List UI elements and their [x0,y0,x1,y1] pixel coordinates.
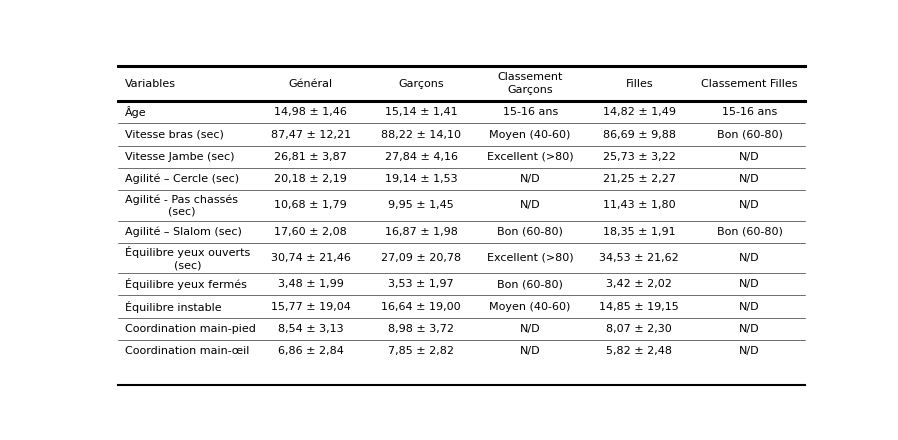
Text: Général: Général [289,79,333,89]
Text: 11,43 ± 1,80: 11,43 ± 1,80 [603,201,675,210]
Text: 15,14 ± 1,41: 15,14 ± 1,41 [384,107,457,117]
Text: 8,54 ± 3,13: 8,54 ± 3,13 [278,324,344,334]
Text: 86,69 ± 9,88: 86,69 ± 9,88 [603,129,676,139]
Text: N/D: N/D [739,253,760,263]
Text: 88,22 ± 14,10: 88,22 ± 14,10 [381,129,461,139]
Text: 3,53 ± 1,97: 3,53 ± 1,97 [388,279,453,289]
Text: N/D: N/D [739,324,760,334]
Text: Équilibre yeux fermés: Équilibre yeux fermés [125,278,247,290]
Text: Coordination main-œil: Coordination main-œil [125,346,249,356]
Text: N/D: N/D [739,279,760,289]
Text: Agilité – Slalom (sec): Agilité – Slalom (sec) [125,227,242,237]
Text: 27,84 ± 4,16: 27,84 ± 4,16 [384,152,458,162]
Text: N/D: N/D [739,301,760,312]
Text: Excellent (>80): Excellent (>80) [487,253,574,263]
Text: Garçons: Garçons [398,79,444,89]
Text: 14,98 ± 1,46: 14,98 ± 1,46 [274,107,348,117]
Text: 18,35 ± 1,91: 18,35 ± 1,91 [603,227,675,237]
Text: 25,73 ± 3,22: 25,73 ± 3,22 [603,152,676,162]
Text: 9,95 ± 1,45: 9,95 ± 1,45 [388,201,453,210]
Text: Filles: Filles [626,79,653,89]
Text: N/D: N/D [739,346,760,356]
Text: Vitesse Jambe (sec): Vitesse Jambe (sec) [125,152,234,162]
Text: 3,42 ± 2,02: 3,42 ± 2,02 [606,279,673,289]
Text: 8,98 ± 3,72: 8,98 ± 3,72 [388,324,454,334]
Text: 14,85 ± 19,15: 14,85 ± 19,15 [600,301,679,312]
Text: Moyen (40-60): Moyen (40-60) [489,129,571,139]
Text: 3,48 ± 1,99: 3,48 ± 1,99 [277,279,344,289]
Text: Classement Filles: Classement Filles [701,79,797,89]
Text: Moyen (40-60): Moyen (40-60) [489,301,571,312]
Text: 15-16 ans: 15-16 ans [722,107,777,117]
Text: Coordination main-pied: Coordination main-pied [125,324,256,334]
Text: Variables: Variables [125,79,176,89]
Text: 27,09 ± 20,78: 27,09 ± 20,78 [381,253,461,263]
Text: 15-16 ans: 15-16 ans [503,107,558,117]
Text: Bon (60-80): Bon (60-80) [497,279,563,289]
Text: N/D: N/D [739,201,760,210]
Text: Bon (60-80): Bon (60-80) [497,227,563,237]
Text: Agilité – Cercle (sec): Agilité – Cercle (sec) [125,174,239,184]
Text: 10,68 ± 1,79: 10,68 ± 1,79 [275,201,348,210]
Text: 30,74 ± 21,46: 30,74 ± 21,46 [271,253,351,263]
Text: Équilibre instable: Équilibre instable [125,301,222,312]
Text: N/D: N/D [520,174,541,184]
Text: N/D: N/D [520,346,541,356]
Text: Agilité - Pas chassés
(sec): Agilité - Pas chassés (sec) [125,194,238,217]
Text: 17,60 ± 2,08: 17,60 ± 2,08 [275,227,348,237]
Text: 21,25 ± 2,27: 21,25 ± 2,27 [603,174,676,184]
Text: 7,85 ± 2,82: 7,85 ± 2,82 [388,346,454,356]
Text: N/D: N/D [520,324,541,334]
Text: N/D: N/D [520,201,541,210]
Text: 16,87 ± 1,98: 16,87 ± 1,98 [384,227,457,237]
Text: 15,77 ± 19,04: 15,77 ± 19,04 [271,301,351,312]
Text: Vitesse bras (sec): Vitesse bras (sec) [125,129,224,139]
Text: N/D: N/D [739,152,760,162]
Text: Excellent (>80): Excellent (>80) [487,152,574,162]
Text: 8,07 ± 2,30: 8,07 ± 2,30 [606,324,673,334]
Text: 14,82 ± 1,49: 14,82 ± 1,49 [603,107,676,117]
Text: 26,81 ± 3,87: 26,81 ± 3,87 [274,152,348,162]
Text: N/D: N/D [739,174,760,184]
Text: Bon (60-80): Bon (60-80) [717,227,782,237]
Text: 5,82 ± 2,48: 5,82 ± 2,48 [606,346,673,356]
Text: Équilibre yeux ouverts
(sec): Équilibre yeux ouverts (sec) [125,246,250,270]
Text: Âge: Âge [125,106,146,118]
Text: Bon (60-80): Bon (60-80) [717,129,782,139]
Text: 16,64 ± 19,00: 16,64 ± 19,00 [382,301,461,312]
Text: 87,47 ± 12,21: 87,47 ± 12,21 [270,129,351,139]
Text: 19,14 ± 1,53: 19,14 ± 1,53 [384,174,457,184]
Text: 20,18 ± 2,19: 20,18 ± 2,19 [274,174,348,184]
Text: Classement
Garçons: Classement Garçons [497,73,563,95]
Text: 34,53 ± 21,62: 34,53 ± 21,62 [600,253,679,263]
Text: 6,86 ± 2,84: 6,86 ± 2,84 [277,346,344,356]
